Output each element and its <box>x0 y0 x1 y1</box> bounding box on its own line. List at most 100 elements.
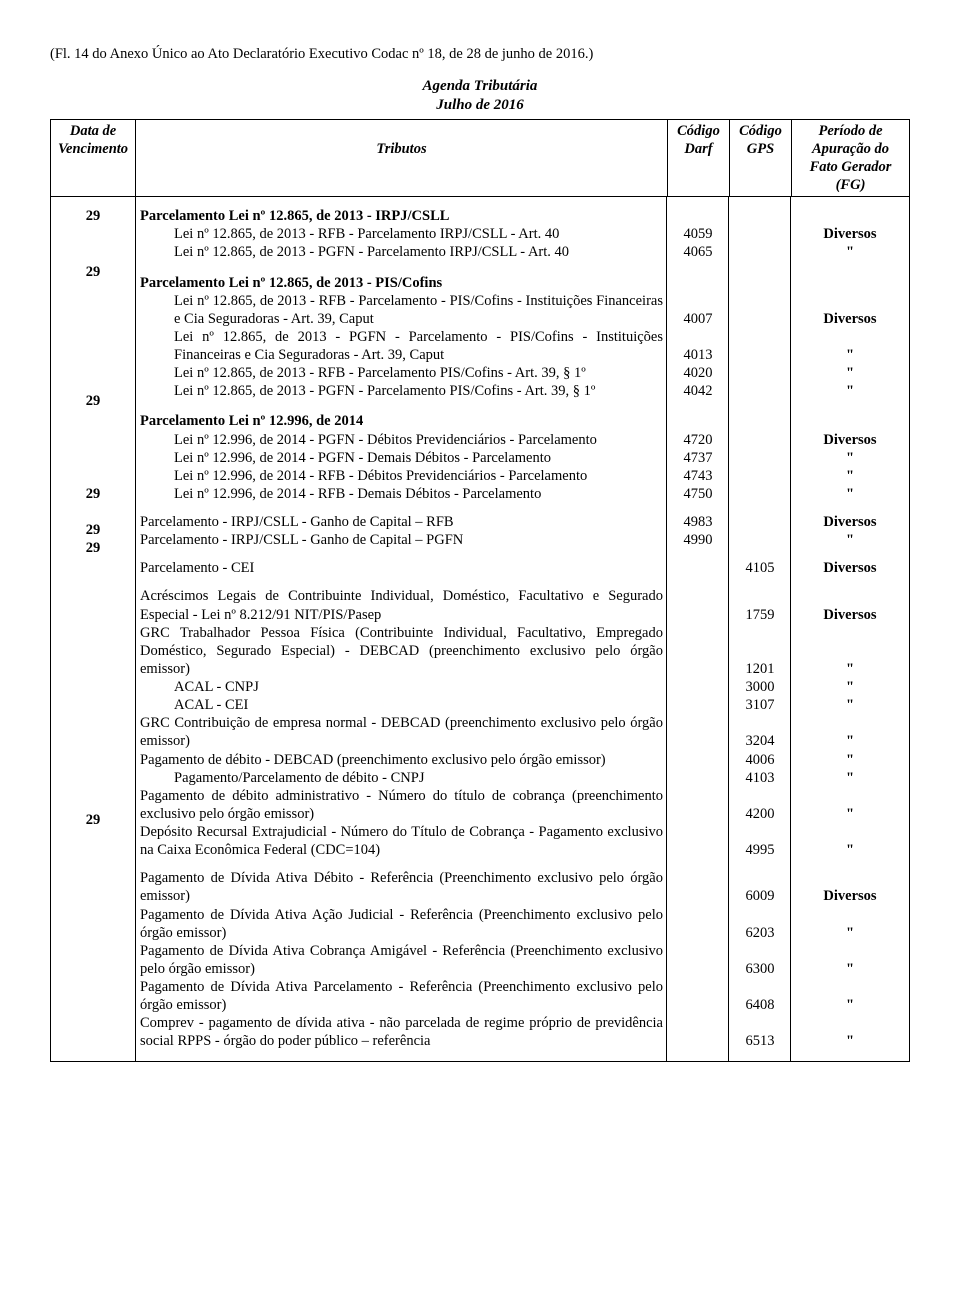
date-marker: 29 <box>55 519 131 537</box>
group-title: Parcelamento Lei nº 12.865, de 2013 - PI… <box>136 274 667 292</box>
tax-row: Pagamento de Dívida Ativa Ação Judicial … <box>136 906 909 942</box>
periodo: " <box>791 485 909 503</box>
gps-code: 3107 <box>729 696 791 714</box>
date-marker: 29 <box>55 390 131 483</box>
tax-row: Comprev - pagamento de dívida ativa - nã… <box>136 1014 909 1050</box>
gps-code: 4006 <box>729 751 791 769</box>
tax-row: Lei nº 12.865, de 2013 - PGFN - Parcelam… <box>136 382 909 400</box>
periodo: " <box>791 382 909 400</box>
tax-description: Pagamento de débito administrativo - Núm… <box>136 787 667 823</box>
tax-description: Lei nº 12.865, de 2013 - RFB - Parcelame… <box>136 225 667 243</box>
tax-row: Parcelamento - IRPJ/CSLL - Ganho de Capi… <box>136 531 909 549</box>
tax-description: Pagamento/Parcelamento de débito - CNPJ <box>136 769 667 787</box>
darf-code: 4990 <box>667 531 729 549</box>
group-title: Parcelamento Lei nº 12.996, de 2014 <box>136 412 667 430</box>
periodo: " <box>791 769 909 787</box>
col-periodo: Período deApuração doFato Gerador (FG) <box>792 119 910 197</box>
darf-code <box>667 978 729 1014</box>
tax-description: Acréscimos Legais de Contribuinte Indivi… <box>136 587 667 623</box>
date-marker: 29 <box>55 205 131 261</box>
darf-code <box>667 587 729 623</box>
col-data: Data deVencimento <box>51 119 136 197</box>
tax-description: Pagamento de Dívida Ativa Débito - Refer… <box>136 869 667 905</box>
tax-description: Parcelamento - CEI <box>136 559 667 577</box>
tax-row: Pagamento de débito - DEBCAD (preenchime… <box>136 751 909 769</box>
gps-code <box>729 382 791 400</box>
gps-code: 3204 <box>729 714 791 750</box>
gps-code <box>729 513 791 531</box>
darf-code <box>667 751 729 769</box>
tax-description: Parcelamento - IRPJ/CSLL - Ganho de Capi… <box>136 513 667 531</box>
tax-description: GRC Trabalhador Pessoa Física (Contribui… <box>136 624 667 678</box>
tax-row: Lei nº 12.996, de 2014 - RFB - Demais Dé… <box>136 485 909 503</box>
periodo: " <box>791 978 909 1014</box>
column-divider <box>790 197 791 1060</box>
tax-row: Parcelamento - IRPJ/CSLL - Ganho de Capi… <box>136 513 909 531</box>
tax-description: ACAL - CNPJ <box>136 678 667 696</box>
darf-code: 4983 <box>667 513 729 531</box>
periodo: Diversos <box>791 292 909 328</box>
tax-description: Lei nº 12.865, de 2013 - PGFN - Parcelam… <box>136 328 667 364</box>
gps-code: 6513 <box>729 1014 791 1050</box>
group-title: Parcelamento Lei nº 12.865, de 2013 - IR… <box>136 207 667 225</box>
periodo: Diversos <box>791 513 909 531</box>
gps-code: 6300 <box>729 942 791 978</box>
gps-code: 1759 <box>729 587 791 623</box>
periodo: " <box>791 449 909 467</box>
periodo: " <box>791 1014 909 1050</box>
gps-code <box>729 328 791 364</box>
darf-code <box>667 624 729 678</box>
gps-code: 6009 <box>729 869 791 905</box>
periodo: " <box>791 364 909 382</box>
col-darf: CódigoDarf <box>668 119 730 197</box>
darf-code <box>667 787 729 823</box>
title-line-1: Agenda Tributária <box>50 77 910 96</box>
col-gps: CódigoGPS <box>730 119 792 197</box>
periodo: " <box>791 787 909 823</box>
tax-row: Pagamento/Parcelamento de débito - CNPJ4… <box>136 769 909 787</box>
periodo: Diversos <box>791 559 909 577</box>
group: Acréscimos Legais de Contribuinte Indivi… <box>136 587 909 859</box>
darf-code: 4042 <box>667 382 729 400</box>
tax-row: Pagamento de Dívida Ativa Cobrança Amigá… <box>136 942 909 978</box>
tax-row: Parcelamento - CEI4105Diversos <box>136 559 909 577</box>
tax-row: Lei nº 12.865, de 2013 - PGFN - Parcelam… <box>136 243 909 261</box>
gps-code <box>729 431 791 449</box>
periodo: " <box>791 714 909 750</box>
periodo: Diversos <box>791 587 909 623</box>
darf-code <box>667 942 729 978</box>
darf-code: 4720 <box>667 431 729 449</box>
darf-code <box>667 559 729 577</box>
gps-code <box>729 364 791 382</box>
gps-code: 6203 <box>729 906 791 942</box>
periodo: Diversos <box>791 869 909 905</box>
periodo: " <box>791 678 909 696</box>
gps-code: 4200 <box>729 787 791 823</box>
gps-code <box>729 225 791 243</box>
tax-description: ACAL - CEI <box>136 696 667 714</box>
gps-code <box>729 449 791 467</box>
periodo: " <box>791 942 909 978</box>
tax-description: Lei nº 12.865, de 2013 - RFB - Parcelame… <box>136 292 667 328</box>
tax-description: Pagamento de Dívida Ativa Parcelamento -… <box>136 978 667 1014</box>
gps-code: 4995 <box>729 823 791 859</box>
tax-row: Lei nº 12.996, de 2014 - PGFN - Débitos … <box>136 431 909 449</box>
periodo: " <box>791 467 909 485</box>
periodo: Diversos <box>791 225 909 243</box>
gps-code <box>729 243 791 261</box>
column-divider <box>728 197 729 1060</box>
tax-description: Lei nº 12.996, de 2014 - PGFN - Débitos … <box>136 431 667 449</box>
darf-code <box>667 769 729 787</box>
darf-code: 4013 <box>667 328 729 364</box>
group: Parcelamento - CEI4105Diversos <box>136 559 909 577</box>
periodo: Diversos <box>791 431 909 449</box>
darf-code <box>667 823 729 859</box>
darf-code <box>667 678 729 696</box>
tax-description: Depósito Recursal Extrajudicial - Número… <box>136 823 667 859</box>
tax-description: Pagamento de débito - DEBCAD (preenchime… <box>136 751 667 769</box>
tax-description: Lei nº 12.865, de 2013 - RFB - Parcelame… <box>136 364 667 382</box>
col-tributos: Tributos <box>136 119 668 197</box>
tax-row: Acréscimos Legais de Contribuinte Indivi… <box>136 587 909 623</box>
darf-code: 4065 <box>667 243 729 261</box>
darf-code <box>667 1014 729 1050</box>
